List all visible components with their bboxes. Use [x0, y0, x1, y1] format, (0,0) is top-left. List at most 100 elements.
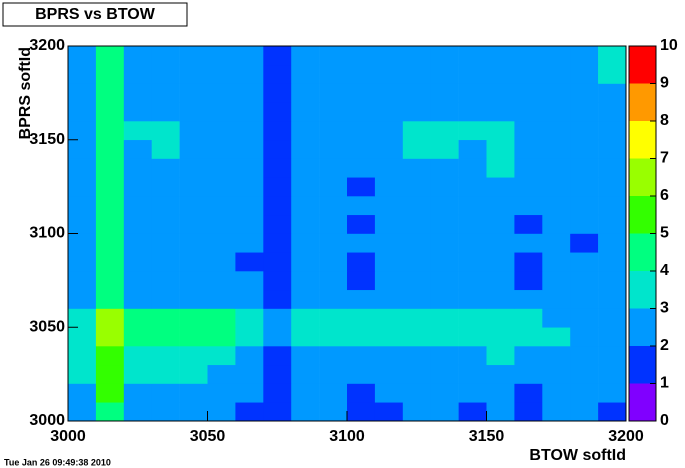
heat-cell — [570, 64, 599, 84]
y-tick-label: 3050 — [29, 318, 65, 335]
heat-cell — [542, 177, 571, 197]
heat-cell — [123, 252, 152, 272]
heat-cell — [291, 102, 320, 122]
heat-cell — [542, 46, 571, 66]
heat-cell — [68, 177, 97, 197]
x-tick-label: 3100 — [329, 428, 365, 445]
heat-cell — [514, 64, 543, 84]
z-tick-label: 6 — [660, 187, 669, 204]
heat-cell — [458, 214, 487, 234]
heat-cell — [319, 271, 348, 291]
y-tick-label: 3200 — [29, 37, 65, 54]
heat-cell — [402, 177, 431, 197]
heat-cell — [263, 346, 292, 366]
heat-cell — [458, 364, 487, 384]
heat-cell — [123, 83, 152, 103]
heat-cell — [68, 83, 97, 103]
heat-cell — [430, 271, 459, 291]
heat-cell — [486, 64, 515, 84]
heat-cell — [123, 64, 152, 84]
heat-cell — [374, 233, 404, 253]
heat-cell — [458, 383, 487, 403]
heat-cell — [374, 271, 404, 291]
heat-cell — [235, 214, 264, 234]
heat-cell — [263, 289, 292, 309]
heat-cell — [319, 308, 348, 328]
heat-cell — [263, 83, 292, 103]
heat-cell — [123, 402, 152, 422]
heat-cell — [235, 402, 264, 422]
heat-cell — [68, 308, 97, 328]
heat-cell — [570, 177, 599, 197]
heat-cell — [402, 252, 431, 272]
heat-cell — [319, 46, 348, 66]
heat-cell — [347, 102, 376, 122]
heat-cell — [235, 252, 264, 272]
heat-cell — [347, 158, 376, 178]
heat-cell — [374, 402, 404, 422]
heat-cell — [486, 233, 515, 253]
heat-cell — [68, 402, 97, 422]
heat-cell — [570, 327, 599, 347]
heat-cell — [123, 308, 152, 328]
heat-cell — [151, 308, 180, 328]
heat-cell — [207, 271, 236, 291]
heat-cell — [291, 121, 320, 141]
heat-cell — [235, 289, 264, 309]
heat-cell — [430, 196, 459, 216]
heat-cell — [68, 289, 97, 309]
heat-cell — [347, 383, 376, 403]
heat-cell — [95, 271, 125, 291]
z-tick-label: 3 — [660, 300, 669, 317]
heat-cell — [123, 364, 152, 384]
heat-cell — [263, 327, 292, 347]
heat-cell — [430, 177, 459, 197]
heat-cell — [430, 102, 459, 122]
heat-cell — [291, 64, 320, 84]
heat-cell — [95, 327, 125, 347]
heat-cell — [235, 83, 264, 103]
heat-cell — [458, 252, 487, 272]
heat-cell — [458, 289, 487, 309]
heat-cell — [374, 64, 404, 84]
heat-cell — [291, 289, 320, 309]
heat-cell — [570, 158, 599, 178]
heat-cell — [430, 214, 459, 234]
heat-cell — [207, 158, 236, 178]
heat-cell — [95, 64, 125, 84]
heat-cell — [151, 214, 180, 234]
heat-cell — [430, 383, 459, 403]
heat-cell — [486, 46, 515, 66]
heat-cell — [123, 102, 152, 122]
heat-cell — [598, 158, 627, 178]
heat-cell — [263, 102, 292, 122]
heat-cell — [570, 233, 599, 253]
heat-cell — [151, 102, 180, 122]
heat-cell — [235, 139, 264, 159]
heat-cell — [179, 383, 208, 403]
heat-cell — [542, 139, 571, 159]
heat-cell — [514, 308, 543, 328]
heat-cell — [374, 177, 404, 197]
color-scale-swatch — [629, 158, 656, 196]
heat-cell — [598, 252, 627, 272]
heat-cell — [207, 64, 236, 84]
heat-cell — [458, 46, 487, 66]
heat-cell — [263, 177, 292, 197]
heat-cell — [291, 196, 320, 216]
heat-cell — [179, 139, 208, 159]
heat-cell — [374, 308, 404, 328]
heat-cell — [598, 214, 627, 234]
heat-cell — [570, 121, 599, 141]
heat-cell — [458, 271, 487, 291]
heat-cell — [430, 252, 459, 272]
heat-cell — [542, 214, 571, 234]
color-scale-swatch — [629, 271, 656, 309]
heat-cell — [291, 383, 320, 403]
heat-cell — [291, 308, 320, 328]
footer-date: Tue Jan 26 09:49:38 2010 — [4, 457, 111, 467]
heat-cell — [291, 252, 320, 272]
heat-cell — [542, 327, 571, 347]
heat-cell — [374, 327, 404, 347]
